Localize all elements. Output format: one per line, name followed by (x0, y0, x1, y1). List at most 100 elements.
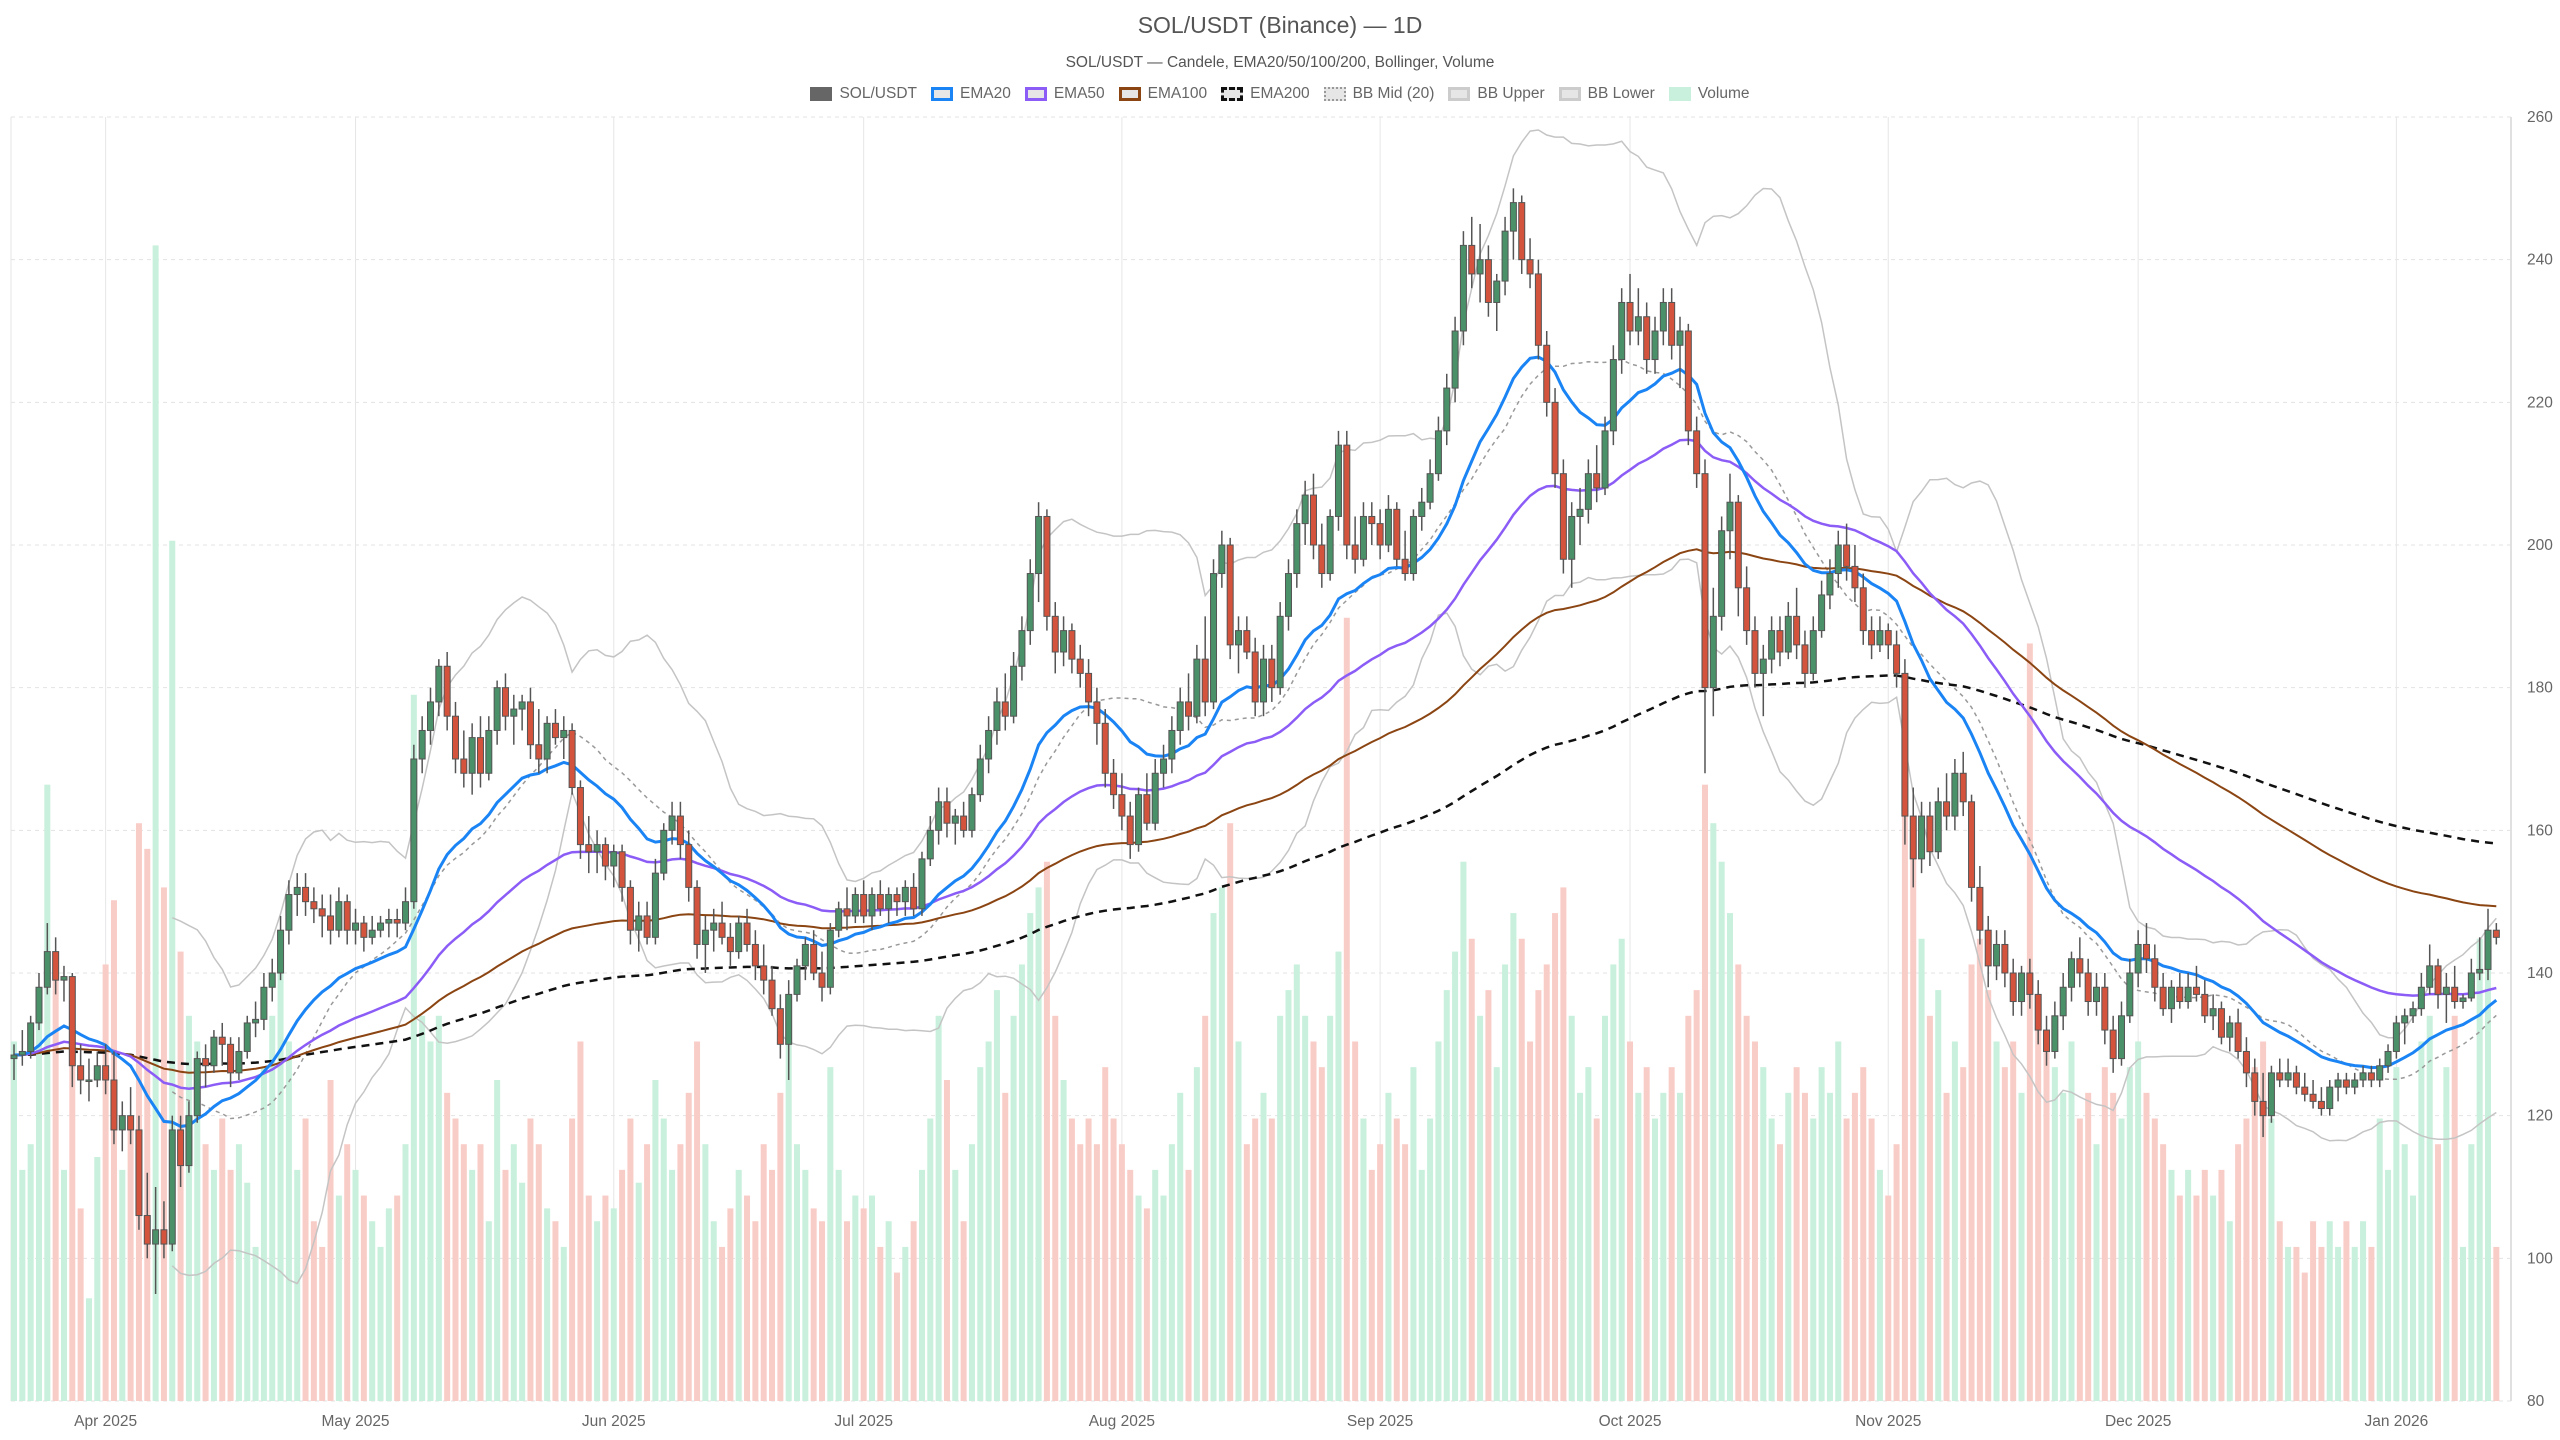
candle-body (2009, 972, 2017, 1003)
candle (2384, 1044, 2392, 1073)
candle (143, 1172, 151, 1259)
candle (2076, 937, 2084, 988)
volume-bar (235, 1144, 242, 1401)
candle-body (935, 801, 943, 831)
volume-bar (2185, 1169, 2192, 1401)
volume-bar (2068, 1041, 2075, 1401)
candle-body (1526, 259, 1534, 275)
volume-bar (69, 1041, 76, 1401)
legend-item-volume[interactable]: Volume (1668, 85, 1750, 103)
volume-bar (1360, 1118, 1367, 1401)
volume-bar (1493, 1067, 1500, 1401)
candle-body (1118, 794, 1126, 817)
candle (2234, 1008, 2242, 1059)
volume-bar (1876, 1169, 1883, 1401)
volume-bar (469, 1169, 476, 1401)
candle (885, 887, 893, 924)
candle (2217, 1001, 2225, 1045)
candle-body (127, 1115, 135, 1131)
legend-item-bb-upper[interactable]: BB Upper (1448, 85, 1545, 103)
candle-body (1235, 630, 1243, 646)
legend-item-sol-usdt[interactable]: SOL/USDT (810, 85, 917, 103)
candle-body (410, 758, 418, 903)
candle-body (210, 1036, 218, 1067)
candle (801, 937, 809, 981)
candle (427, 687, 434, 745)
candle-body (568, 729, 576, 789)
candle-body (2159, 986, 2167, 1010)
candle-body (368, 929, 376, 938)
candle-body (476, 737, 484, 774)
candle (1801, 630, 1809, 688)
legend-item-ema200[interactable]: EMA200 (1221, 85, 1310, 103)
candle (1768, 616, 1776, 674)
legend-item-ema50[interactable]: EMA50 (1024, 85, 1105, 103)
candle-body (993, 701, 1001, 731)
legend-item-bb-lower[interactable]: BB Lower (1558, 85, 1655, 103)
candle (1601, 416, 1609, 496)
candle (418, 716, 426, 774)
candle-body (2484, 929, 2492, 970)
candle (1934, 787, 1942, 859)
candle-body (2176, 986, 2184, 1003)
candle (676, 801, 684, 859)
candle (1393, 502, 1401, 567)
candle-body (2492, 929, 2500, 938)
volume-bar (1135, 1195, 1142, 1401)
volume-bar (2160, 1144, 2167, 1401)
candle-body (1401, 558, 1409, 575)
candle-body (52, 951, 60, 981)
volume-bar (560, 1246, 567, 1401)
candle (2034, 980, 2042, 1045)
volume-bar (1552, 913, 1559, 1401)
volume-bar (819, 1221, 826, 1401)
candle-body (968, 794, 976, 831)
candle-body (1551, 401, 1559, 475)
volume-bar (1685, 1015, 1692, 1401)
candle-body (2292, 1072, 2300, 1088)
legend-label: EMA100 (1147, 85, 1208, 102)
candle-body (1359, 515, 1367, 560)
volume-bar (52, 964, 59, 1401)
candle (793, 958, 801, 1002)
volume-bar (2210, 1195, 2217, 1401)
legend-item-bb-mid-20[interactable]: BB Mid (20) (1323, 85, 1434, 103)
candle-body (2392, 1022, 2400, 1052)
volume-bar (1926, 1015, 1933, 1401)
candle (1651, 316, 1659, 374)
volume-bar (1393, 1118, 1400, 1401)
candle-body (1334, 444, 1342, 517)
volume-bar (1710, 823, 1717, 1401)
volume-bar (1477, 1015, 1484, 1401)
candle (851, 887, 859, 924)
volume-bar (2368, 1246, 2375, 1401)
volume-bar (402, 1144, 409, 1401)
volume-bar (1043, 861, 1050, 1401)
volume-bar (2110, 1092, 2117, 1401)
candle-body (1426, 473, 1434, 503)
candle (1951, 759, 1959, 831)
volume-bar (1985, 990, 1992, 1401)
candle-body (427, 701, 434, 731)
candle (976, 744, 984, 802)
candle-body (1734, 501, 1742, 589)
volume-bar (1918, 938, 1925, 1401)
legend-item-ema100[interactable]: EMA100 (1118, 85, 1208, 103)
volume-bar (160, 887, 167, 1401)
candle-body (951, 815, 959, 824)
legend-swatch-icon (1221, 87, 1244, 101)
candle (1668, 288, 1676, 360)
candle-body (2068, 958, 2076, 988)
candle-body (327, 915, 335, 931)
volume-bar (602, 1195, 609, 1401)
volume-bar (1910, 836, 1917, 1401)
candle (110, 1051, 118, 1145)
candle (2351, 1072, 2359, 1095)
candle-body (193, 1058, 201, 1117)
candle-body (1518, 202, 1526, 261)
volume-bar (960, 1221, 967, 1401)
candle (560, 716, 568, 759)
legend-item-ema20[interactable]: EMA20 (930, 85, 1011, 103)
volume-bar (2326, 1221, 2333, 1401)
volume-bar (1335, 951, 1342, 1401)
